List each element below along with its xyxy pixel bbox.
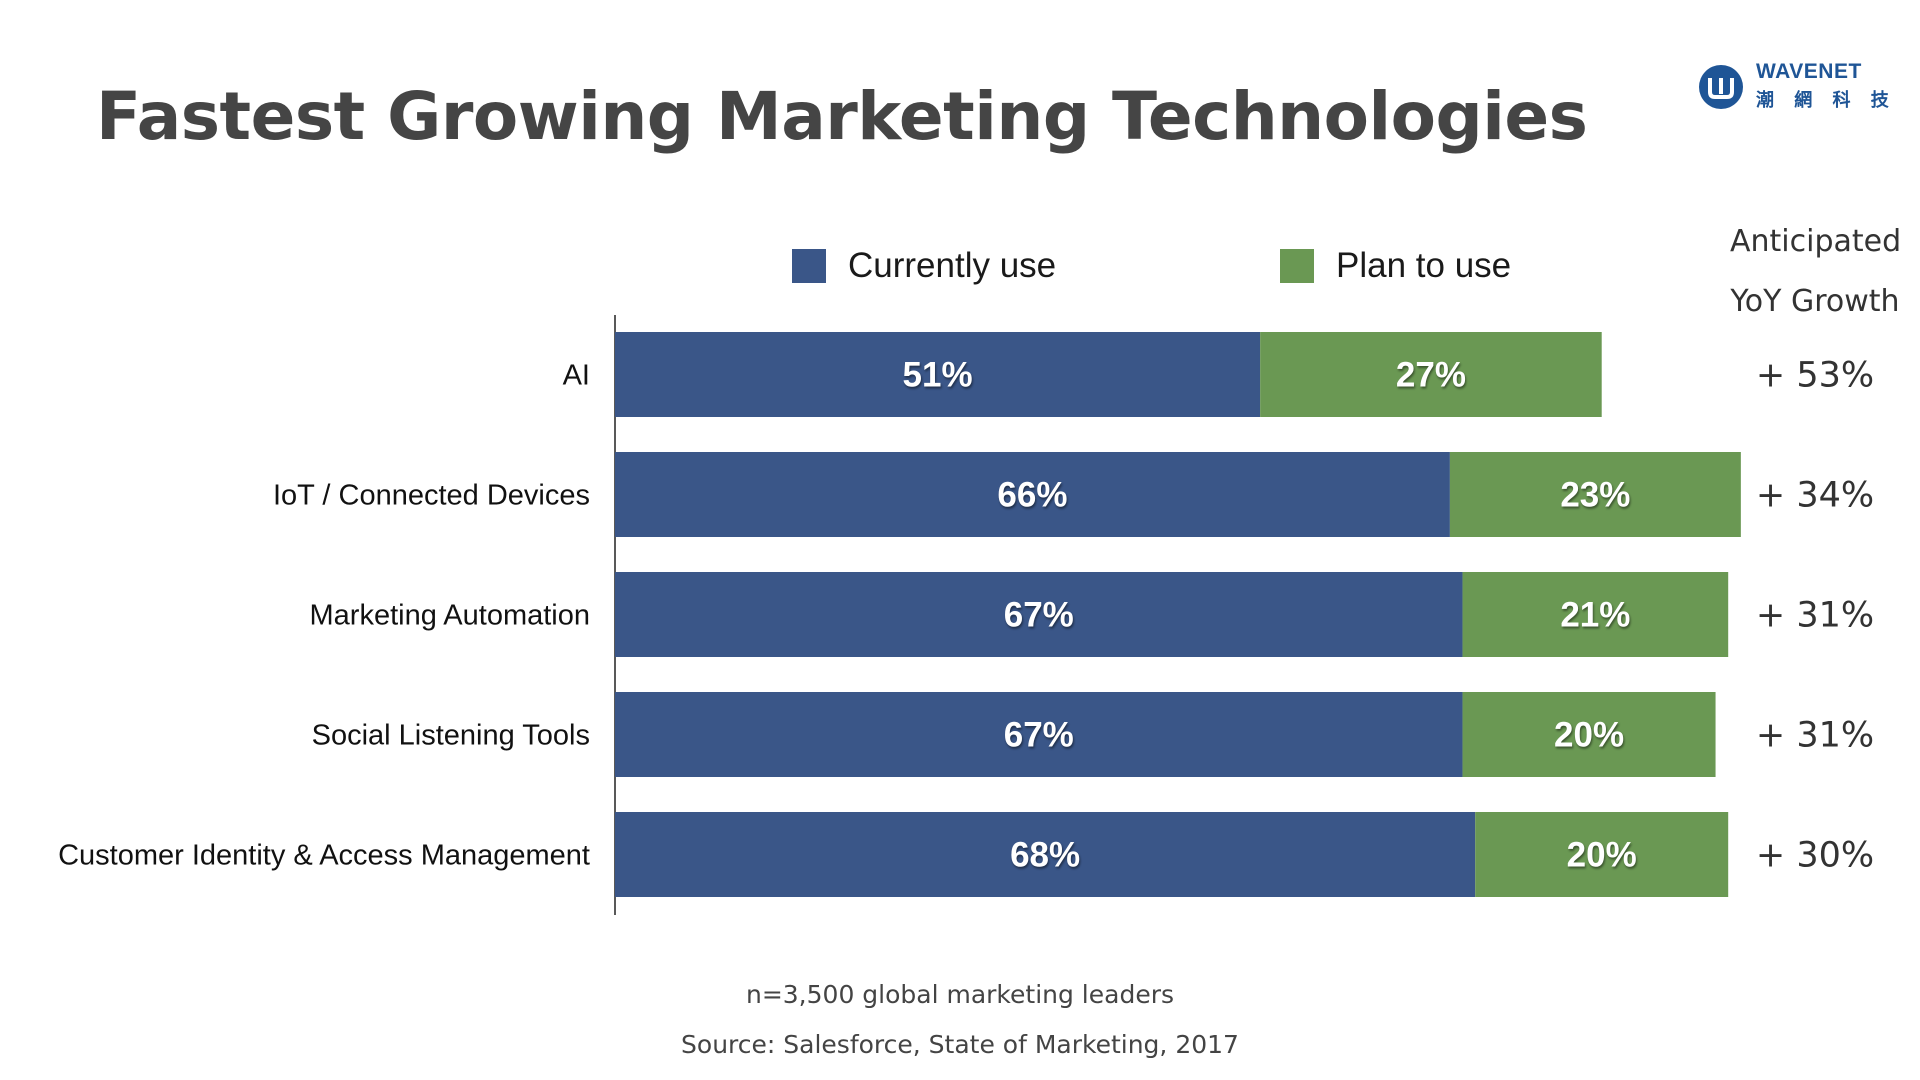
bar-currently-use (615, 812, 1476, 897)
bar-currently-use (615, 692, 1463, 777)
category-label: Customer Identity & Access Management (58, 840, 590, 872)
category-label: Social Listening Tools (312, 720, 590, 752)
wavenet-logo: WAVENET 潮 網 科 技 (1698, 58, 1889, 114)
bar-plan-to-use (1462, 572, 1729, 657)
growth-value: + 30% (1756, 836, 1874, 876)
growth-header-line-1: Anticipated (1730, 224, 1902, 259)
data-label-plan-to-use: 27% (1396, 356, 1466, 395)
logo-name: WAVENET (1756, 60, 1862, 83)
data-label-currently-use: 67% (1004, 716, 1074, 755)
bar-plan-to-use (1260, 332, 1602, 417)
legend-currently-use: Currently use (792, 246, 1056, 286)
bar-currently-use (615, 452, 1450, 537)
footnote-sample: n=3,500 global marketing leaders (745, 980, 1175, 1009)
growth-header: Anticipated YoY Growth (1730, 212, 1902, 332)
category-label: AI (563, 360, 590, 392)
wavenet-logo-icon (1699, 65, 1743, 109)
bar-plan-to-use (1475, 812, 1729, 897)
category-label: IoT / Connected Devices (273, 480, 590, 512)
growth-value: + 31% (1756, 716, 1874, 756)
growth-value: + 31% (1756, 596, 1874, 636)
data-label-currently-use: 51% (903, 356, 973, 395)
data-label-plan-to-use: 20% (1567, 836, 1637, 875)
legend-label-plan-to-use: Plan to use (1336, 246, 1512, 285)
category-label: Marketing Automation (310, 600, 590, 632)
page-title: Fastest Growing Marketing Technologies (96, 78, 1588, 155)
data-label-plan-to-use: 20% (1554, 716, 1624, 755)
growth-header-line-2: YoY Growth (1730, 284, 1900, 319)
bar-currently-use (615, 332, 1261, 417)
bar-currently-use (615, 572, 1463, 657)
data-label-currently-use: 66% (997, 476, 1067, 515)
growth-value: + 34% (1756, 476, 1874, 516)
data-label-plan-to-use: 21% (1560, 596, 1630, 635)
growth-value: + 53% (1756, 356, 1874, 396)
legend-swatch-plan-to-use (1280, 249, 1314, 283)
logo-subtitle: 潮 網 科 技 (1756, 90, 1896, 111)
data-label-currently-use: 67% (1004, 596, 1074, 635)
data-label-plan-to-use: 23% (1560, 476, 1630, 515)
data-label-currently-use: 68% (1010, 836, 1080, 875)
bar-plan-to-use (1449, 452, 1741, 537)
bar-plan-to-use (1462, 692, 1716, 777)
legend-label-currently-use: Currently use (848, 246, 1057, 285)
legend-swatch-currently-use (792, 249, 826, 283)
legend-plan-to-use: Plan to use (1280, 246, 1511, 286)
footnote-source: Source: Salesforce, State of Marketing, … (681, 1030, 1239, 1059)
